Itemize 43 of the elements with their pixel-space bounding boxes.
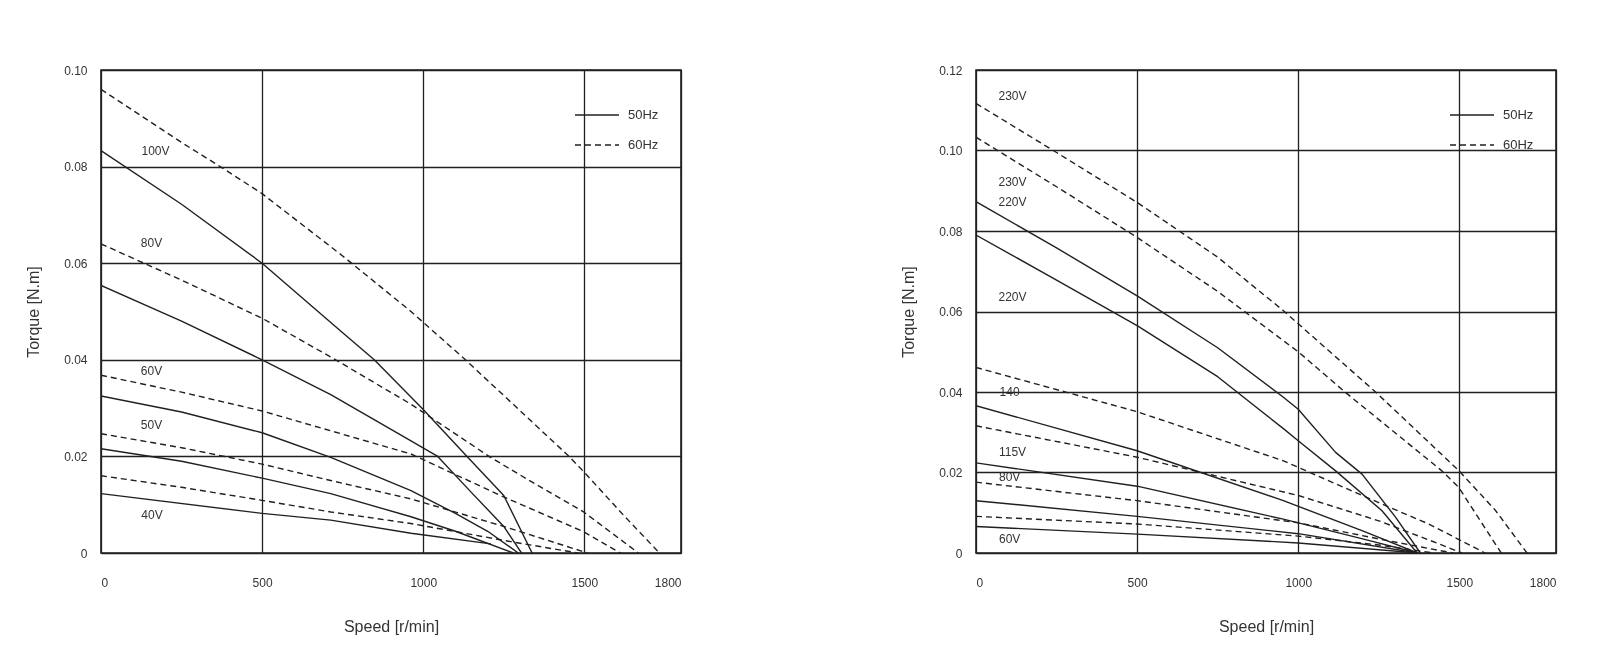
- y-tick-label: 0.04: [939, 385, 963, 400]
- y-tick-label: 0.06: [64, 256, 88, 271]
- x-tick-label: 500: [1127, 575, 1148, 590]
- annotation: 60V: [140, 363, 163, 378]
- annotation: 230V: [998, 175, 1027, 190]
- x-tick-label: 0: [976, 575, 984, 590]
- x-tick-label: 1500: [571, 575, 599, 590]
- annotation: 80V: [140, 236, 163, 251]
- annotation: 115V: [998, 444, 1027, 459]
- x-tick-label: 1800: [654, 575, 682, 590]
- y-tick-label: 0.10: [64, 63, 88, 78]
- legend-label: 50Hz: [1503, 107, 1534, 122]
- annotation: 60V: [998, 531, 1021, 546]
- y-axis-title: Torque [N.m]: [25, 266, 43, 358]
- legend-label: 60Hz: [1503, 137, 1534, 152]
- y-tick-label: 0.02: [939, 466, 963, 480]
- x-tick-label: 1000: [1285, 575, 1313, 590]
- annotation: 40V: [141, 508, 163, 523]
- annotation: 230V: [998, 89, 1027, 104]
- x-tick-label: 1500: [1446, 575, 1474, 590]
- y-tick-label: 0.08: [64, 160, 88, 175]
- x-tick-label: 500: [252, 575, 273, 590]
- y-tick-label: 0.04: [64, 353, 88, 368]
- y-tick-label: 0.02: [64, 449, 88, 464]
- legend-label: 60Hz: [628, 137, 659, 152]
- x-axis-title: Speed [r/min]: [343, 617, 440, 635]
- x-tick-label: 1800: [1529, 575, 1557, 590]
- x-axis-title: Speed [r/min]: [1218, 617, 1315, 635]
- y-tick-label: 0.06: [939, 305, 963, 319]
- y-tick-label: 0.10: [939, 144, 963, 158]
- annotation: 50V: [140, 417, 163, 432]
- annotation: 100V: [141, 143, 170, 158]
- y-tick-label: 0.12: [939, 63, 963, 78]
- y-tick-label: 0: [80, 546, 88, 561]
- x-tick-label: 0: [101, 575, 109, 590]
- y-axis-title: Torque [N.m]: [900, 266, 918, 358]
- annotation: 220V: [998, 195, 1027, 210]
- annotation: 80V: [998, 470, 1021, 485]
- legend-label: 50Hz: [628, 107, 659, 122]
- y-tick-label: 0.08: [939, 224, 963, 239]
- y-tick-label: 0: [955, 546, 963, 561]
- annotation: 220V: [998, 290, 1027, 305]
- x-tick-label: 1000: [410, 575, 438, 590]
